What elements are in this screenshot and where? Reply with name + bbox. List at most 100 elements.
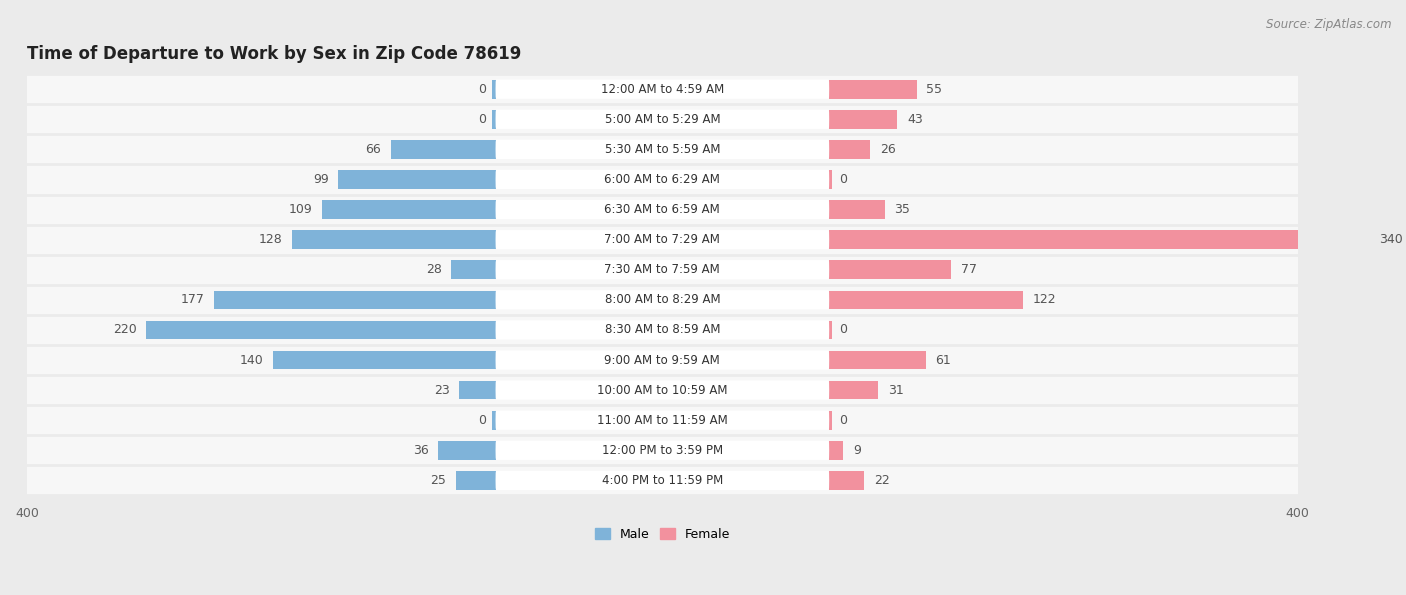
Bar <box>458 381 495 399</box>
Bar <box>456 471 495 490</box>
Text: 140: 140 <box>240 353 264 367</box>
Text: 5:00 AM to 5:29 AM: 5:00 AM to 5:29 AM <box>605 113 720 126</box>
Text: 122: 122 <box>1032 293 1056 306</box>
FancyBboxPatch shape <box>27 134 1298 164</box>
Text: 66: 66 <box>366 143 381 156</box>
Bar <box>830 201 884 219</box>
FancyBboxPatch shape <box>27 285 1298 315</box>
Text: 61: 61 <box>935 353 952 367</box>
Text: 0: 0 <box>839 173 846 186</box>
Bar <box>830 350 927 369</box>
Text: 0: 0 <box>478 113 486 126</box>
Bar <box>273 350 495 369</box>
Text: 0: 0 <box>478 83 486 96</box>
Bar <box>830 230 1369 249</box>
FancyBboxPatch shape <box>27 345 1298 375</box>
Text: 43: 43 <box>907 113 922 126</box>
FancyBboxPatch shape <box>27 405 1298 436</box>
FancyBboxPatch shape <box>495 109 830 129</box>
FancyBboxPatch shape <box>27 436 1298 465</box>
Text: 12:00 AM to 4:59 AM: 12:00 AM to 4:59 AM <box>600 83 724 96</box>
FancyBboxPatch shape <box>495 290 830 309</box>
Text: 220: 220 <box>112 324 136 336</box>
Bar <box>830 471 865 490</box>
Text: 7:00 AM to 7:29 AM: 7:00 AM to 7:29 AM <box>605 233 720 246</box>
FancyBboxPatch shape <box>495 200 830 219</box>
FancyBboxPatch shape <box>495 170 830 189</box>
Bar <box>492 80 495 99</box>
FancyBboxPatch shape <box>27 74 1298 104</box>
FancyBboxPatch shape <box>495 441 830 460</box>
FancyBboxPatch shape <box>27 164 1298 195</box>
Text: 0: 0 <box>478 414 486 427</box>
Legend: Male, Female: Male, Female <box>589 523 735 546</box>
Text: 128: 128 <box>259 233 283 246</box>
Text: 0: 0 <box>839 324 846 336</box>
Text: Source: ZipAtlas.com: Source: ZipAtlas.com <box>1267 18 1392 31</box>
Text: 0: 0 <box>839 414 846 427</box>
FancyBboxPatch shape <box>495 411 830 430</box>
Text: 6:00 AM to 6:29 AM: 6:00 AM to 6:29 AM <box>605 173 720 186</box>
Text: 77: 77 <box>962 263 977 276</box>
Text: 23: 23 <box>433 384 450 397</box>
FancyBboxPatch shape <box>27 224 1298 255</box>
FancyBboxPatch shape <box>27 255 1298 285</box>
Bar <box>830 411 832 430</box>
Bar <box>146 321 495 339</box>
Text: 36: 36 <box>413 444 429 457</box>
Bar <box>492 110 495 129</box>
Text: 22: 22 <box>873 474 890 487</box>
Bar <box>492 411 495 430</box>
Text: 25: 25 <box>430 474 446 487</box>
Text: 177: 177 <box>181 293 205 306</box>
FancyBboxPatch shape <box>495 471 830 490</box>
Text: 109: 109 <box>290 203 314 216</box>
Text: 8:00 AM to 8:29 AM: 8:00 AM to 8:29 AM <box>605 293 720 306</box>
Text: Time of Departure to Work by Sex in Zip Code 78619: Time of Departure to Work by Sex in Zip … <box>27 45 522 62</box>
Bar <box>322 201 495 219</box>
FancyBboxPatch shape <box>495 140 830 159</box>
Text: 35: 35 <box>894 203 910 216</box>
Bar <box>830 261 952 279</box>
Text: 99: 99 <box>314 173 329 186</box>
Bar <box>830 140 870 159</box>
Bar <box>391 140 495 159</box>
FancyBboxPatch shape <box>27 465 1298 496</box>
Bar <box>439 441 495 459</box>
FancyBboxPatch shape <box>495 80 830 99</box>
Bar <box>830 381 879 399</box>
FancyBboxPatch shape <box>27 195 1298 224</box>
Text: 7:30 AM to 7:59 AM: 7:30 AM to 7:59 AM <box>605 263 720 276</box>
Bar <box>830 321 832 339</box>
Text: 26: 26 <box>880 143 896 156</box>
Bar <box>830 170 832 189</box>
Text: 55: 55 <box>927 83 942 96</box>
Text: 31: 31 <box>889 384 904 397</box>
Text: 10:00 AM to 10:59 AM: 10:00 AM to 10:59 AM <box>598 384 728 397</box>
FancyBboxPatch shape <box>495 350 830 369</box>
FancyBboxPatch shape <box>495 380 830 400</box>
Bar <box>451 261 495 279</box>
FancyBboxPatch shape <box>495 230 830 249</box>
Text: 9:00 AM to 9:59 AM: 9:00 AM to 9:59 AM <box>605 353 720 367</box>
FancyBboxPatch shape <box>27 375 1298 405</box>
Bar <box>830 110 897 129</box>
Text: 4:00 PM to 11:59 PM: 4:00 PM to 11:59 PM <box>602 474 723 487</box>
FancyBboxPatch shape <box>27 315 1298 345</box>
Text: 28: 28 <box>426 263 441 276</box>
Bar <box>214 290 495 309</box>
Bar <box>339 170 495 189</box>
Text: 8:30 AM to 8:59 AM: 8:30 AM to 8:59 AM <box>605 324 720 336</box>
Text: 6:30 AM to 6:59 AM: 6:30 AM to 6:59 AM <box>605 203 720 216</box>
Text: 340: 340 <box>1379 233 1403 246</box>
Text: 5:30 AM to 5:59 AM: 5:30 AM to 5:59 AM <box>605 143 720 156</box>
FancyBboxPatch shape <box>495 260 830 280</box>
FancyBboxPatch shape <box>27 104 1298 134</box>
Text: 12:00 PM to 3:59 PM: 12:00 PM to 3:59 PM <box>602 444 723 457</box>
FancyBboxPatch shape <box>495 320 830 340</box>
Bar <box>830 80 917 99</box>
Text: 11:00 AM to 11:59 AM: 11:00 AM to 11:59 AM <box>598 414 728 427</box>
Bar <box>292 230 495 249</box>
Text: 9: 9 <box>853 444 860 457</box>
Bar <box>830 441 844 459</box>
